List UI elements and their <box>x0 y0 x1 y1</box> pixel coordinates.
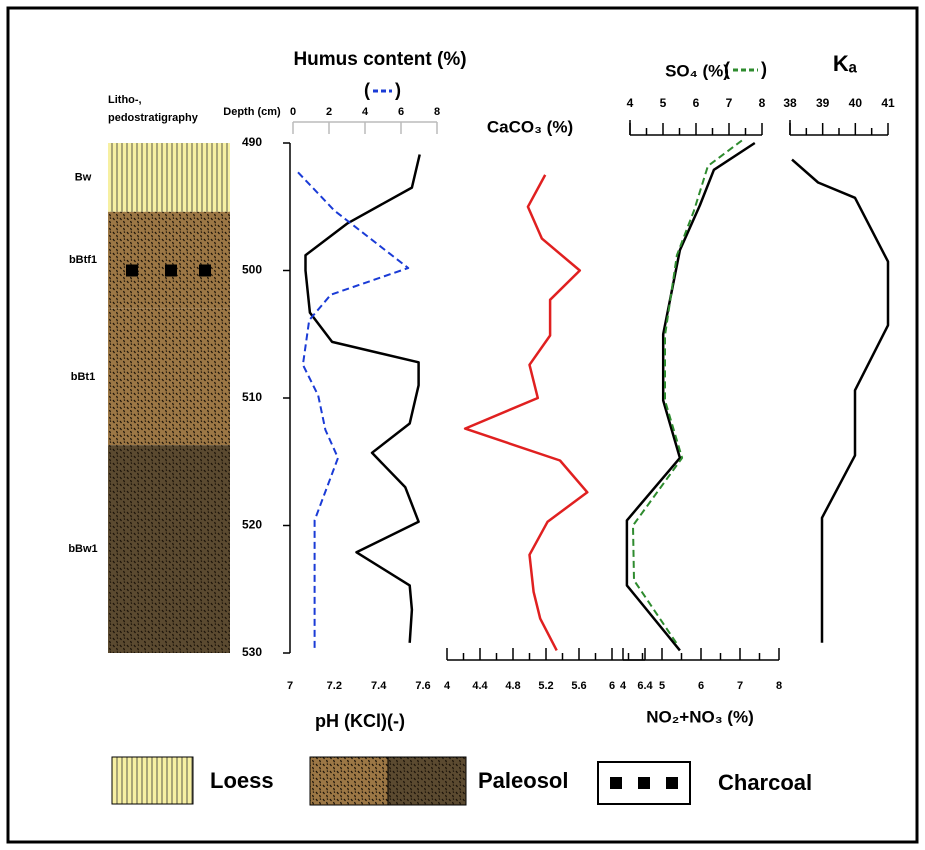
x-tick-label: 4.8 <box>505 680 520 692</box>
x2-tick-label: 38 <box>783 96 797 110</box>
legend-swatch <box>638 777 650 789</box>
x-tick-label: 4 <box>620 680 627 692</box>
x2-tick-label: 6 <box>398 106 404 118</box>
x2-axis-label: Kₐ <box>833 51 858 76</box>
x2-tick-label: 39 <box>816 96 830 110</box>
x-tick-label: 7.4 <box>371 680 387 692</box>
x-axis-label: NO₂+NO₃ (%) <box>646 707 754 726</box>
x-tick-label: 8 <box>776 680 782 692</box>
x2-tick-label: 8 <box>434 106 440 118</box>
x2-axis-label: Humus content (%) <box>293 49 466 70</box>
x2-tick-label: 6 <box>693 96 700 110</box>
series-line <box>633 141 742 646</box>
x2-tick-label: 41 <box>881 96 895 110</box>
x-tick-label: 4.4 <box>472 680 488 692</box>
chart: Litho-, pedostratigraphy Loess Paleosol … <box>0 0 925 850</box>
y-tick-label: 530 <box>242 645 262 659</box>
x2-tick-label: 8 <box>759 96 766 110</box>
x-axis-label: CaCO₃ (%) <box>487 117 573 136</box>
legend-swatch <box>310 757 388 805</box>
x2-tick-label: 2 <box>326 106 332 118</box>
y-tick-label: 500 <box>242 263 262 277</box>
key-paren: ( <box>364 80 370 100</box>
y-axis-label: Depth (cm) <box>223 106 281 118</box>
legend-label: Loess <box>210 768 274 793</box>
layer-label: bBtf1 <box>69 254 97 266</box>
x2-tick-label: 0 <box>290 106 296 118</box>
charcoal <box>165 265 177 277</box>
x2-tick-label: 4 <box>362 106 369 118</box>
x-tick-label: 5.2 <box>538 680 553 692</box>
x-tick-label: 7.2 <box>327 680 342 692</box>
x-tick-label: 7 <box>737 680 743 692</box>
series-line <box>627 143 755 650</box>
key-paren: ) <box>395 80 401 100</box>
legend-label: Paleosol <box>478 768 568 793</box>
x-tick-label: 5.6 <box>571 680 586 692</box>
legend-swatch <box>610 777 622 789</box>
x-tick-label: 6 <box>698 680 704 692</box>
page: Litho-, pedostratigraphy Loess Paleosol … <box>0 0 925 850</box>
litho-title: Litho-, <box>108 94 142 106</box>
layer-texture <box>108 309 230 445</box>
x2-tick-label: 7 <box>726 96 733 110</box>
series-line <box>465 175 587 651</box>
key-paren: ( <box>724 59 730 79</box>
layer-texture <box>108 445 230 653</box>
series-line <box>792 160 888 643</box>
series-line <box>298 172 408 648</box>
layer-texture <box>108 212 230 309</box>
x2-tick-label: 4 <box>627 96 634 110</box>
series-line <box>306 155 420 643</box>
x-tick-label: 6 <box>609 680 615 692</box>
x-tick-label: 7 <box>287 680 293 692</box>
x-axis-label: pH (KCl)(-) <box>315 711 405 731</box>
x2-tick-label: 40 <box>849 96 863 110</box>
x-tick-label: 6.4 <box>637 680 653 692</box>
charcoal <box>126 265 138 277</box>
charcoal <box>199 265 211 277</box>
layer-texture <box>108 143 230 212</box>
x-tick-label: 5 <box>659 680 665 692</box>
x2-tick-label: 5 <box>660 96 667 110</box>
key-paren: ) <box>761 59 767 79</box>
y-tick-label: 510 <box>242 390 262 404</box>
legend-label: Charcoal <box>718 770 812 795</box>
legend-swatch <box>666 777 678 789</box>
x-tick-label: 4 <box>444 680 451 692</box>
layer-label: Bw <box>75 171 92 183</box>
x-tick-label: 7.6 <box>415 680 430 692</box>
legend-swatch <box>112 757 193 804</box>
layer-label: bBt1 <box>71 371 95 383</box>
legend-swatch <box>388 757 466 805</box>
y-tick-label: 490 <box>242 135 262 149</box>
layer-label: bBw1 <box>68 543 97 555</box>
x2-axis-label: SO₄ (%) <box>665 61 729 80</box>
y-tick-label: 520 <box>242 518 262 532</box>
litho-title: pedostratigraphy <box>108 112 199 124</box>
